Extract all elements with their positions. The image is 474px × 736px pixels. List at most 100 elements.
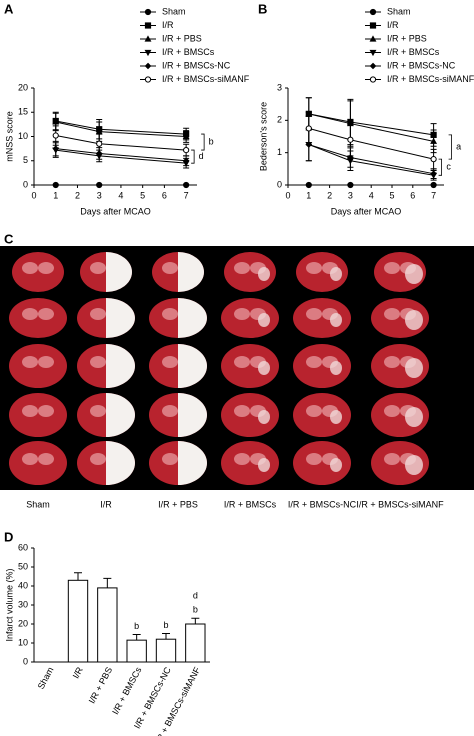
data-point xyxy=(430,170,437,177)
data-point xyxy=(52,145,60,152)
significance-bracket xyxy=(201,133,205,151)
data-point xyxy=(305,181,312,189)
slice-highlight xyxy=(22,356,38,368)
slice-highlight xyxy=(38,308,54,320)
slice-highlight xyxy=(38,453,54,465)
series-line xyxy=(308,113,434,136)
x-tick-label: 0 xyxy=(31,190,36,200)
x-tick-label: I/R + PBS xyxy=(87,665,115,705)
brain-slice xyxy=(293,441,351,485)
data-point xyxy=(182,132,190,140)
slice-highlight xyxy=(384,262,400,274)
data-point xyxy=(347,136,354,143)
bar xyxy=(67,579,89,663)
series-line xyxy=(55,148,187,162)
bar xyxy=(97,587,118,663)
x-tick-label: 4 xyxy=(369,190,374,200)
y-tick-label: 20 xyxy=(18,82,28,92)
infarct-area xyxy=(405,310,423,330)
slice-highlight xyxy=(22,262,38,274)
x-tick-label: 0 xyxy=(285,190,290,200)
infarct-area xyxy=(106,252,132,292)
series-line xyxy=(55,135,187,151)
brain-slice xyxy=(293,344,351,388)
x-tick-label: 6 xyxy=(410,190,415,200)
brain-slice xyxy=(221,441,279,485)
infarct-area xyxy=(258,267,270,281)
y-tick-label: 5 xyxy=(23,155,28,165)
x-tick-label: 6 xyxy=(162,190,167,200)
infarct-area xyxy=(330,361,342,375)
y-tick-label: 2 xyxy=(277,115,282,125)
bar xyxy=(155,638,177,663)
legend-label: I/R + BMSCs xyxy=(162,47,215,57)
brain-slice xyxy=(9,393,67,437)
x-tick-label: 3 xyxy=(97,190,102,200)
column-label: I/R + BMSCs xyxy=(224,499,277,509)
data-point xyxy=(430,137,438,144)
x-tick-label: I/R + BMSCs xyxy=(110,665,144,716)
panel-label: A xyxy=(4,1,14,16)
infarct-area xyxy=(178,393,207,437)
series-line xyxy=(55,120,187,135)
x-tick-label: 1 xyxy=(53,190,58,200)
legend-marker xyxy=(369,8,377,16)
infarct-area xyxy=(106,393,135,437)
legend-marker xyxy=(369,22,377,29)
infarct-area xyxy=(178,298,207,338)
legend-label: I/R xyxy=(162,20,174,30)
column-label: I/R + BMSCs-siMANF xyxy=(356,499,444,509)
slice-highlight xyxy=(22,308,38,320)
infarct-area xyxy=(405,407,423,427)
bar xyxy=(185,623,206,663)
significance-letter: a xyxy=(456,141,461,151)
slice-highlight xyxy=(384,308,400,320)
legend-marker xyxy=(144,22,152,29)
significance-letter: b xyxy=(134,621,139,631)
slice-highlight xyxy=(306,262,322,274)
y-tick-label: 60 xyxy=(18,542,28,552)
slice-highlight xyxy=(234,405,250,417)
x-tick-label: 5 xyxy=(389,190,394,200)
infarct-area xyxy=(178,252,204,292)
infarct-area xyxy=(178,441,207,485)
infarct-area xyxy=(258,458,270,472)
legend-label: I/R + PBS xyxy=(387,33,427,43)
infarct-area xyxy=(178,344,207,388)
legend-marker xyxy=(144,76,152,83)
legend-marker xyxy=(144,62,152,70)
brain-slice xyxy=(9,344,67,388)
significance-letter: c xyxy=(446,162,451,172)
slice-highlight xyxy=(234,308,250,320)
y-tick-label: 10 xyxy=(18,637,28,647)
slice-highlight xyxy=(90,356,106,368)
slice-highlight xyxy=(162,405,178,417)
legend-label: I/R xyxy=(387,20,399,30)
panel-label: C xyxy=(4,231,14,246)
data-point xyxy=(347,154,354,161)
y-tick-label: 50 xyxy=(18,561,28,571)
y-axis-label: mNSS score xyxy=(4,111,14,162)
legend-label: Sham xyxy=(387,6,411,16)
slice-highlight xyxy=(38,405,54,417)
legend-marker xyxy=(144,49,152,57)
slice-highlight xyxy=(306,453,322,465)
y-axis-label: Bederson's score xyxy=(258,102,268,171)
significance-letter: b xyxy=(163,620,168,630)
slice-highlight xyxy=(90,453,106,465)
significance-letter: d xyxy=(193,591,198,601)
legend-marker xyxy=(369,49,377,57)
brain-slice xyxy=(293,393,351,437)
x-tick-label: 2 xyxy=(327,190,332,200)
x-tick-label: I/R xyxy=(71,665,85,680)
slice-highlight xyxy=(234,453,250,465)
y-tick-label: 0 xyxy=(23,656,28,666)
infarct-area xyxy=(106,298,135,338)
slice-highlight xyxy=(234,356,250,368)
legend-marker xyxy=(144,8,152,16)
x-tick-label: 3 xyxy=(348,190,353,200)
slice-highlight xyxy=(384,356,400,368)
legend-label: I/R + BMSCs-NC xyxy=(387,60,456,70)
data-point xyxy=(52,132,59,139)
y-tick-label: 0 xyxy=(277,179,282,189)
